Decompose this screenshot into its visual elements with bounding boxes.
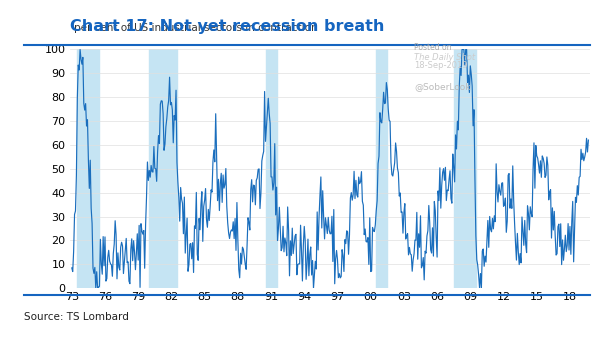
Bar [454, 49, 476, 288]
Bar [376, 49, 387, 288]
Text: per cent of US industrial sectors in contraction: per cent of US industrial sectors in con… [74, 23, 318, 33]
Bar [266, 49, 276, 288]
Text: Chart 17: Not yet recession breath: Chart 17: Not yet recession breath [70, 19, 384, 34]
Bar [149, 49, 177, 288]
Text: 18-Sep-2019: 18-Sep-2019 [414, 61, 468, 70]
Text: @SoberLook: @SoberLook [414, 82, 471, 91]
Bar [77, 49, 99, 288]
Text: Posted on: Posted on [414, 43, 452, 51]
Text: Source: TS Lombard: Source: TS Lombard [24, 312, 129, 322]
Text: The Daily Shot: The Daily Shot [414, 53, 476, 62]
